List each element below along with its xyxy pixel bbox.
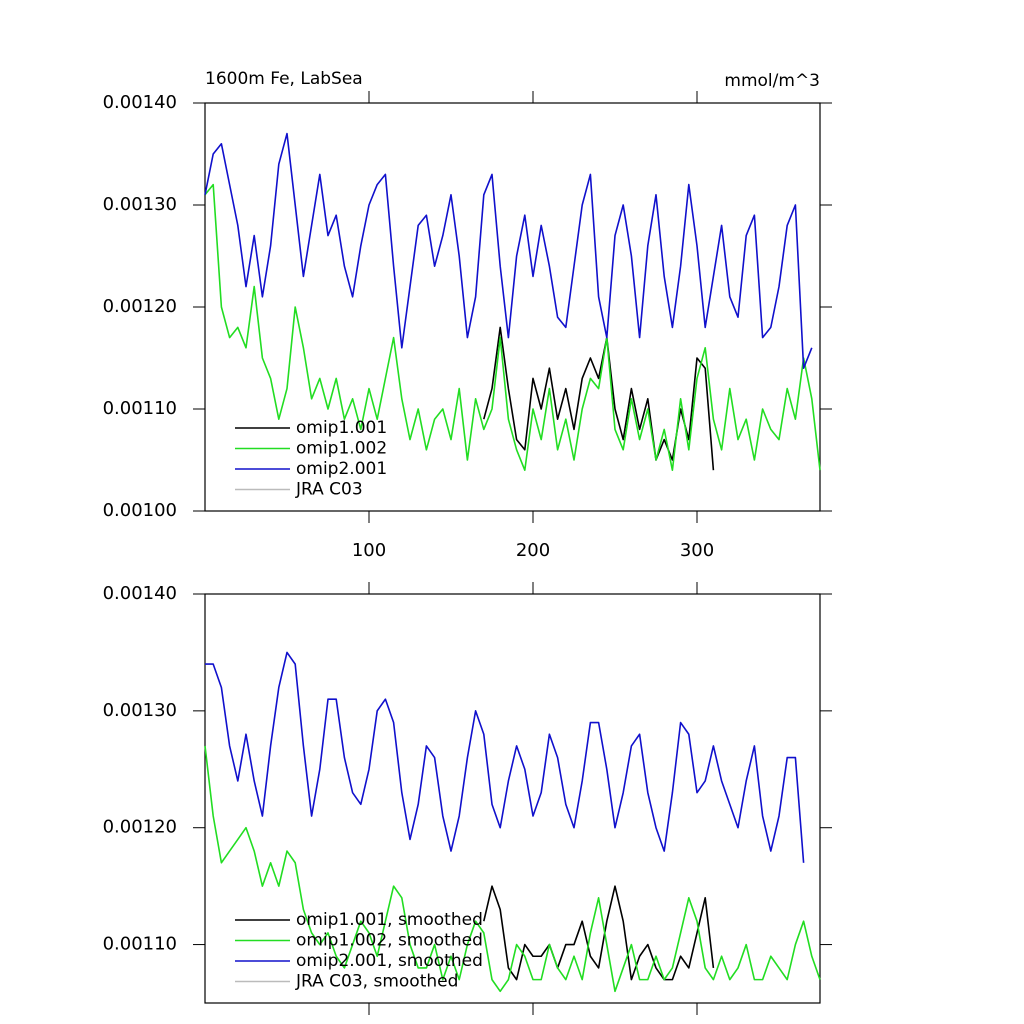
y-tick-label: 0.00130 (103, 194, 177, 215)
y-tick-label: 0.00110 (103, 934, 177, 955)
x-tick-label: 300 (680, 540, 714, 561)
chart-title: 1600m Fe, LabSea (205, 69, 363, 89)
legend-label: JRA C03 (295, 480, 363, 500)
legend-label: omip1.002, smoothed (296, 931, 483, 951)
legend-label: omip1.001, smoothed (296, 910, 483, 930)
data-line (483, 326, 715, 471)
data-line (204, 132, 813, 369)
legend-label: omip2.001, smoothed (296, 951, 483, 971)
y-tick-label: 0.00110 (103, 398, 177, 419)
x-tick-label: 200 (516, 540, 550, 561)
y-tick-label: 0.00120 (103, 296, 177, 317)
units-label: mmol/m^3 (724, 71, 820, 91)
data-line (483, 885, 715, 981)
legend-label: omip1.001 (296, 418, 387, 438)
x-tick-label: 100 (352, 540, 386, 561)
data-line (204, 745, 821, 993)
legend-label: omip2.001 (296, 459, 387, 479)
data-line (204, 183, 821, 471)
legend-label: JRA C03, smoothed (295, 972, 458, 992)
y-tick-label: 0.00130 (103, 700, 177, 721)
legend-label: omip1.002 (296, 439, 387, 459)
data-line (205, 651, 805, 863)
y-tick-label: 0.00140 (103, 92, 177, 113)
y-tick-label: 0.00100 (103, 500, 177, 521)
y-tick-label: 0.00140 (103, 583, 177, 604)
plot-frame (204, 593, 821, 1004)
y-tick-label: 0.00120 (103, 817, 177, 838)
